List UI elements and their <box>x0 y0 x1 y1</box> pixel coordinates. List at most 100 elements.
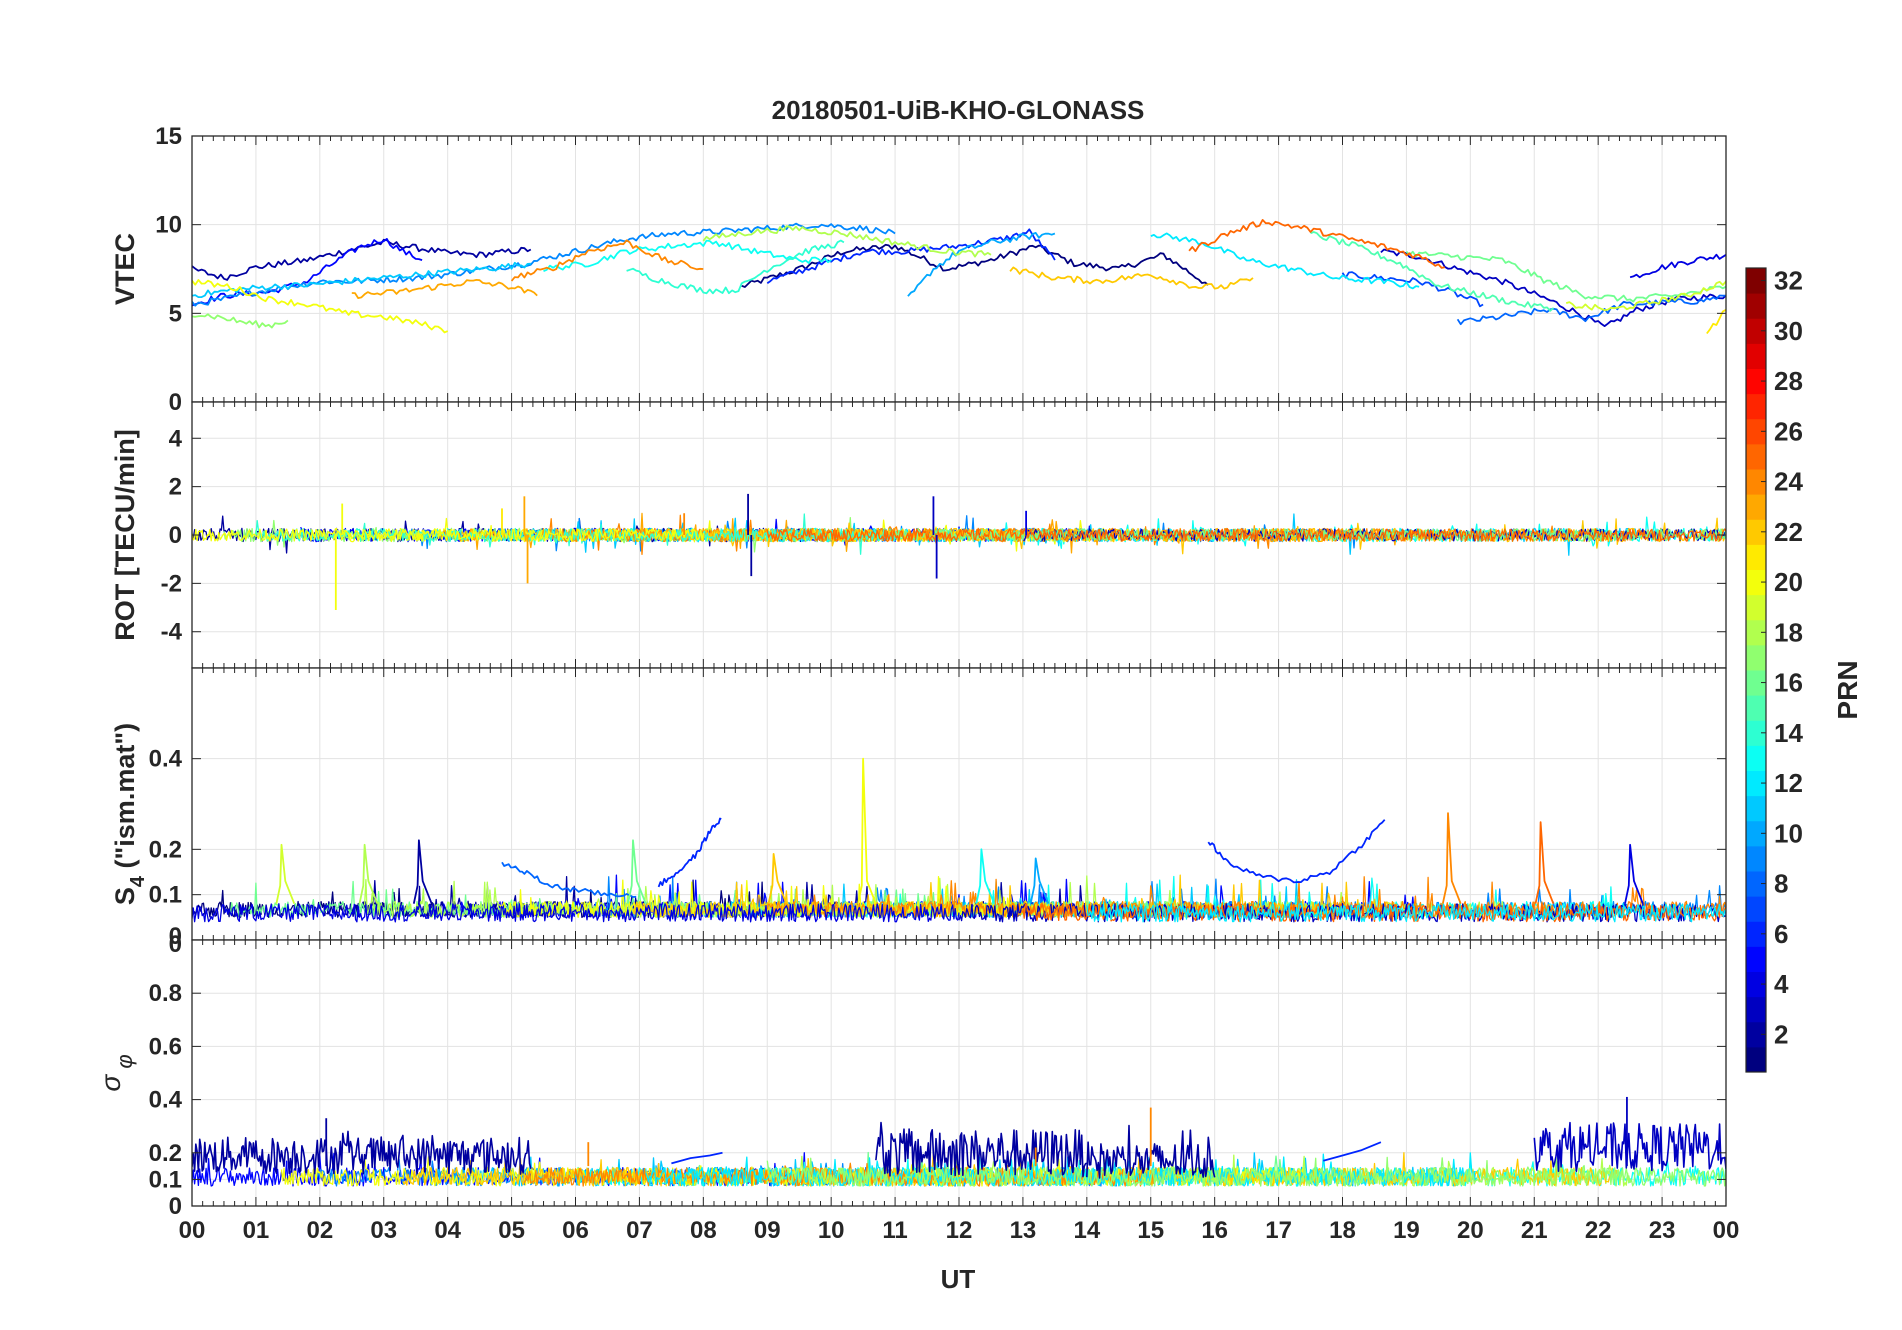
y-axis-label-main: S <box>110 887 140 905</box>
series-prn-8 <box>1456 294 1726 326</box>
colorbar-tick-label: 4 <box>1774 969 1789 999</box>
colorbar-tick-label: 28 <box>1774 366 1803 396</box>
colorbar-frame <box>1745 267 1767 1073</box>
sigma-band-prn-3 <box>1533 1121 1726 1173</box>
colorbar-tick-label: 30 <box>1774 316 1803 346</box>
x-tick-label: 21 <box>1521 1217 1548 1244</box>
y-tick-label: 4 <box>169 425 183 452</box>
y-tick-label: -2 <box>161 570 182 597</box>
y-axis-label-main: σ <box>95 1074 126 1092</box>
s4-arc-prn-6 <box>1207 819 1386 884</box>
y-tick-label: 0 <box>169 923 182 950</box>
colorbar-step <box>1746 871 1766 897</box>
s4-spike-prn-19 <box>275 843 296 905</box>
y-tick-label: 2 <box>169 474 182 501</box>
series-prn-17 <box>192 313 289 329</box>
x-tick-label: 00 <box>1713 1217 1740 1244</box>
sigma-arc-prn-6 <box>1323 1141 1382 1162</box>
series-group <box>192 757 1726 923</box>
colorbar-step <box>1746 921 1766 947</box>
series-prn-10 <box>907 232 1056 297</box>
colorbar-step <box>1746 368 1766 395</box>
series-prn-18 <box>702 225 992 258</box>
s4-spike-prn-24 <box>1441 812 1462 905</box>
y-tick-label: 0.4 <box>149 1087 183 1114</box>
series-prn-2 <box>192 238 532 281</box>
x-tick-label: 13 <box>1010 1217 1037 1244</box>
sigma-arc-prn-6 <box>671 1151 723 1165</box>
y-tick-label: 0.4 <box>149 746 183 773</box>
colorbar-tick-label: 26 <box>1774 416 1803 446</box>
x-tick-label: 22 <box>1585 1217 1612 1244</box>
s4-spike-prn-13 <box>975 848 996 905</box>
y-axis-label: S4 ("ism.mat") <box>110 723 149 905</box>
colorbar-step <box>1746 1046 1766 1073</box>
series-prn-17 <box>766 1156 1726 1187</box>
x-tick-label: 04 <box>434 1217 461 1244</box>
colorbar-step <box>1746 544 1766 570</box>
colorbar-step <box>1746 268 1766 294</box>
series-prn-4 <box>1629 253 1726 279</box>
colorbar-step <box>1746 418 1766 445</box>
s4-spike-prn-10 <box>1029 857 1050 905</box>
series-prn-6 <box>766 228 1056 284</box>
colorbar-step <box>1746 996 1766 1023</box>
colorbar-step <box>1746 318 1766 344</box>
x-tick-label: 01 <box>243 1217 270 1244</box>
sigma-band-prn-2 <box>192 1130 532 1175</box>
x-tick-label: 14 <box>1073 1217 1100 1244</box>
y-tick-label: 0.6 <box>149 1033 182 1060</box>
x-axis-label: UT <box>941 1264 976 1294</box>
colorbar-step <box>1746 946 1766 972</box>
colorbar-tick-label: 20 <box>1774 567 1803 597</box>
x-tick-label: 15 <box>1137 1217 1164 1244</box>
y-tick-label: -4 <box>161 619 183 646</box>
colorbar-tick-label: 8 <box>1774 869 1788 899</box>
colorbar-step <box>1746 845 1766 872</box>
x-tick-label: 03 <box>370 1217 397 1244</box>
x-tick-label: 08 <box>690 1217 717 1244</box>
x-tick-label: 17 <box>1265 1217 1292 1244</box>
panel-sigma: 00.10.2 0.4 0.6 0.8 σ φ <box>95 939 1727 1220</box>
colorbar-tick-label: 10 <box>1774 818 1803 848</box>
x-tick-label: 07 <box>626 1217 653 1244</box>
colorbar-step <box>1746 569 1766 596</box>
colorbar-step <box>1746 393 1766 420</box>
y-tick-label: 0.8 <box>149 980 182 1007</box>
y-tick-label: 10 <box>155 212 182 239</box>
colorbar-step <box>1746 820 1766 847</box>
y-axis-label-sub: 4 <box>127 875 149 887</box>
colorbar-step <box>1746 795 1766 822</box>
y-tick-label: 0 <box>169 522 182 549</box>
y-axis-label: ROT [TECU/min] <box>110 429 140 640</box>
colorbar-step <box>1746 519 1766 545</box>
colorbar-step <box>1746 745 1766 771</box>
x-tick-label: 20 <box>1457 1217 1484 1244</box>
colorbar-step <box>1746 971 1766 998</box>
colorbar-label: PRN <box>1832 660 1863 719</box>
colorbar-step <box>1746 619 1766 646</box>
y-tick-label: 5 <box>169 300 182 327</box>
colorbar-step <box>1746 1021 1766 1048</box>
series-group <box>192 493 1726 610</box>
colorbar-step <box>1746 594 1766 621</box>
series-prn-3 <box>1380 248 1726 327</box>
y-tick-label: 0 <box>169 1193 182 1220</box>
y-axis-label: VTEC <box>110 233 140 305</box>
panel-s4: 000.10.20.4S4 ("ism.mat") <box>110 667 1727 958</box>
series-prn-25 <box>1188 219 1445 269</box>
y-tick-label: 15 <box>155 123 182 150</box>
colorbar-tick-label: 22 <box>1774 517 1803 547</box>
s4-spike-prn-20 <box>857 757 877 905</box>
x-tick-label: 12 <box>946 1217 973 1244</box>
x-tick-label: 10 <box>818 1217 845 1244</box>
series-prn-24 <box>510 239 704 282</box>
colorbar-step <box>1746 720 1766 746</box>
series-prn-20 <box>192 528 704 542</box>
series-prn-16 <box>1405 250 1726 303</box>
x-tick-label: 02 <box>306 1217 333 1244</box>
s4-spike-prn-18 <box>358 843 379 905</box>
s4-arc-prn-8 <box>501 861 637 898</box>
x-tick-label: 23 <box>1649 1217 1676 1244</box>
